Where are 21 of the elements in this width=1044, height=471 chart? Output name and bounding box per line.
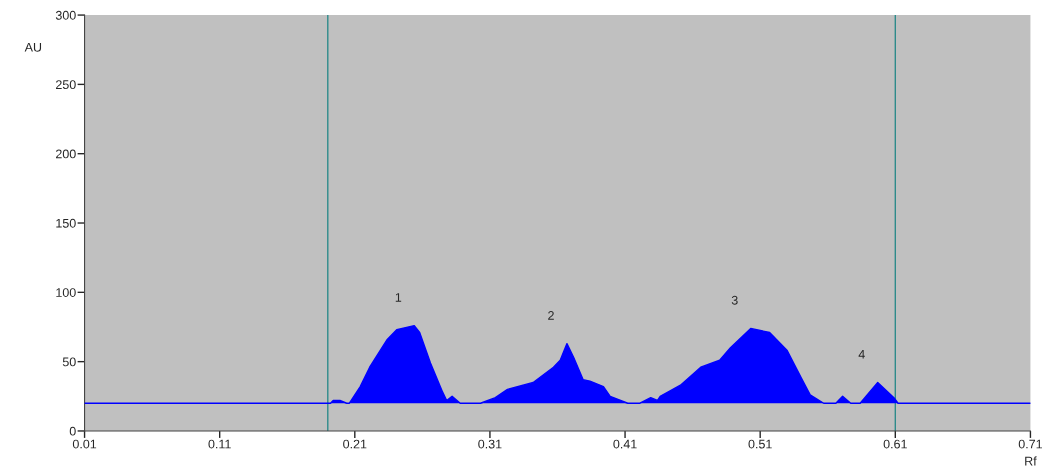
x-tick-label: 0.31 [478,439,502,449]
y-tick-label: 250 [56,80,76,90]
y-tick-label: 100 [56,288,76,297]
y-tick-label: 300 [55,10,76,20]
x-tick-label: 0.01 [72,439,97,449]
x-tick-label: 0.61 [883,439,907,449]
annotation: 1 [395,293,402,302]
x-tick-label: 0.41 [613,439,637,449]
y-tick-label: 0 [69,426,76,436]
y-axis-title: AU [24,42,42,52]
annotation: 2 [548,311,554,320]
y-tick-label: 150 [56,218,76,228]
x-tick-label: 0.51 [748,439,772,449]
x-axis-title: Rf [1025,456,1037,466]
x-tick-label: 0.11 [208,439,231,449]
y-tick-label: 200 [56,149,76,159]
annotation: 4 [858,349,865,359]
y-tick-label: 50 [62,357,76,367]
annotation: 3 [731,295,738,305]
x-tick-label: 0.21 [343,439,367,449]
x-tick-label: 0.71 [1018,439,1042,449]
